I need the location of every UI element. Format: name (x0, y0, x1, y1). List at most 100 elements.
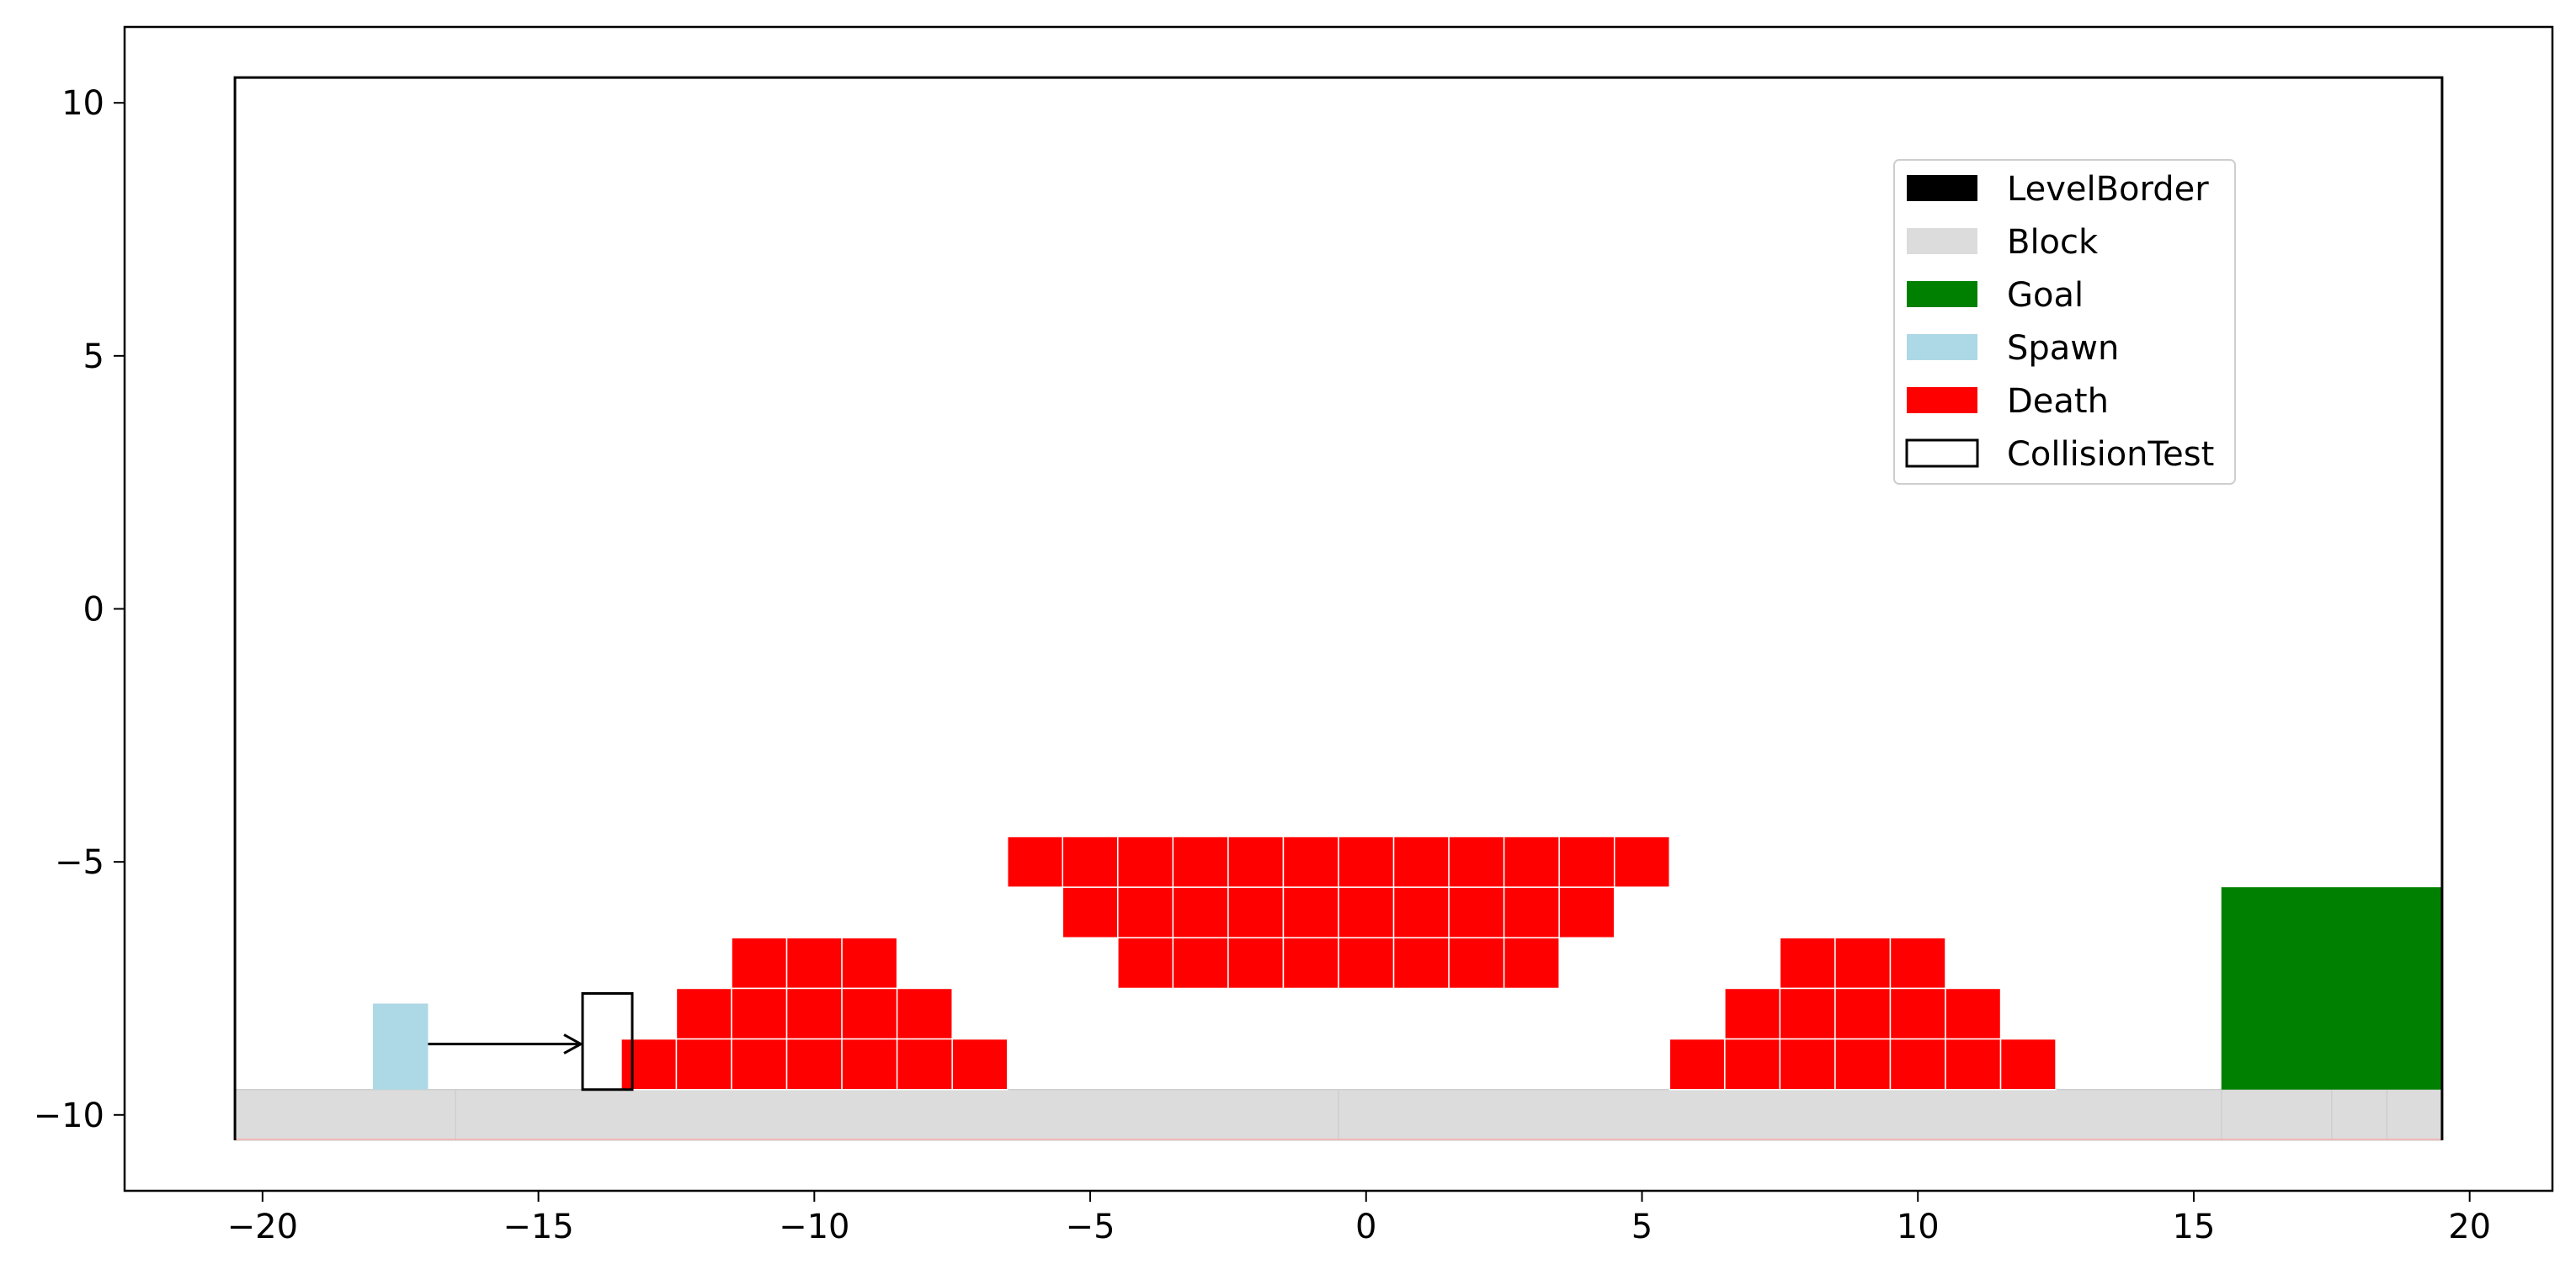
x-tick-label: 20 (2448, 1208, 2491, 1246)
death-tile (731, 1038, 788, 1091)
death-tile (785, 987, 843, 1040)
y-tick-label: −10 (34, 1097, 104, 1135)
x-tick-label: −15 (503, 1208, 573, 1246)
death-tile (1117, 886, 1174, 939)
death-tile (1392, 836, 1450, 888)
legend-label: LevelBorder (2007, 170, 2209, 209)
death-tile (1724, 1038, 1781, 1091)
death-tile (1227, 886, 1285, 939)
death-tile (1503, 836, 1560, 888)
death-tile (1117, 836, 1174, 888)
death-tile (1338, 937, 1395, 990)
block-tile (234, 1088, 457, 1141)
death-tile (1448, 886, 1505, 939)
legend-label: CollisionTest (2007, 435, 2214, 474)
death-tile (1779, 987, 1836, 1040)
legend-swatch (1907, 175, 1977, 201)
death-tile (1889, 937, 1946, 990)
legend-label: Block (2007, 223, 2099, 262)
death-tile (951, 1038, 1009, 1091)
legend-label: Goal (2007, 276, 2084, 315)
death-tile (1006, 836, 1064, 888)
block-tile (1338, 1088, 2222, 1141)
death-tile (1503, 937, 1560, 990)
death-tile (1172, 836, 1229, 888)
legend-swatch (1905, 438, 1979, 468)
death-tile (1282, 937, 1339, 990)
death-tile (1669, 1038, 1726, 1091)
death-tile (1392, 937, 1450, 990)
death-tile (1779, 937, 1836, 990)
legend-label: Death (2007, 382, 2109, 421)
death-tile (1613, 836, 1671, 888)
axes-layer: −20 −15 −10 −5 0 5 10 15 20 −10 −5 0 5 10 (34, 25, 2554, 1246)
legend-label: Spawn (2007, 329, 2119, 368)
death-tile (1172, 886, 1229, 939)
death-tile (675, 1038, 732, 1091)
death-tile (841, 937, 898, 990)
death-tile (785, 1038, 843, 1091)
death-tile (731, 937, 788, 990)
collision-test-layer (428, 991, 634, 1091)
death-tile (1724, 987, 1781, 1040)
death-tile (1227, 836, 1285, 888)
block-tile (2386, 1088, 2443, 1141)
death-tile (1834, 987, 1892, 1040)
spawn-area (372, 1003, 428, 1090)
legend-swatch (1907, 228, 1977, 254)
legend-swatch (1907, 387, 1977, 413)
death-tile (1062, 886, 1119, 939)
goal-layer (2221, 887, 2442, 1090)
legend: LevelBorder Block Goal Spawn Death CollisionT… (1893, 159, 2236, 485)
y-tick-label: −5 (55, 843, 104, 882)
x-tick-label: −20 (227, 1208, 298, 1246)
death-tile (785, 937, 843, 990)
death-tile (1227, 937, 1285, 990)
level-border-layer (233, 76, 2444, 1140)
death-tile (1558, 886, 1615, 939)
death-tile (1834, 937, 1892, 990)
blocks-layer (234, 1088, 2443, 1141)
x-tick-label: 15 (2173, 1208, 2216, 1246)
death-tile (1999, 1038, 2057, 1091)
death-tile (1448, 937, 1505, 990)
death-tile (841, 987, 898, 1040)
move-arrow-head (563, 1033, 584, 1054)
death-tile (1503, 886, 1560, 939)
death-tile (1172, 937, 1229, 990)
block-tile (455, 1088, 1339, 1141)
x-tick-label: 0 (1355, 1208, 1376, 1246)
x-tick-label: 5 (1631, 1208, 1653, 1246)
death-tile (1945, 987, 2002, 1040)
legend-box (1893, 159, 2236, 485)
death-tile (1889, 987, 1946, 1040)
level-border (233, 76, 2444, 1140)
x-tick-label: −10 (779, 1208, 849, 1246)
death-tile (1117, 937, 1174, 990)
death-tile (1448, 836, 1505, 888)
collision-test-box (581, 991, 634, 1091)
death-tile (1779, 1038, 1836, 1091)
death-tile (1558, 836, 1615, 888)
death-tile (620, 1038, 678, 1091)
death-tile (731, 987, 788, 1040)
legend-swatch (1907, 281, 1977, 307)
death-tile (675, 987, 732, 1040)
death-tile (1392, 886, 1450, 939)
y-tick-label: 10 (61, 84, 104, 123)
block-tile (2331, 1088, 2388, 1141)
x-tick-label: −5 (1066, 1208, 1115, 1246)
y-tick-label: 0 (83, 591, 104, 629)
goal-area (2221, 887, 2442, 1090)
x-tick-label: 10 (1897, 1208, 1940, 1246)
death-tile (841, 1038, 898, 1091)
legend-swatch (1907, 334, 1977, 360)
y-tick-label: 5 (83, 337, 104, 376)
death-tile (1834, 1038, 1892, 1091)
death-tile (1282, 836, 1339, 888)
spawn-layer (372, 1003, 428, 1090)
death-tile (1889, 1038, 1946, 1091)
death-tile (1062, 836, 1119, 888)
